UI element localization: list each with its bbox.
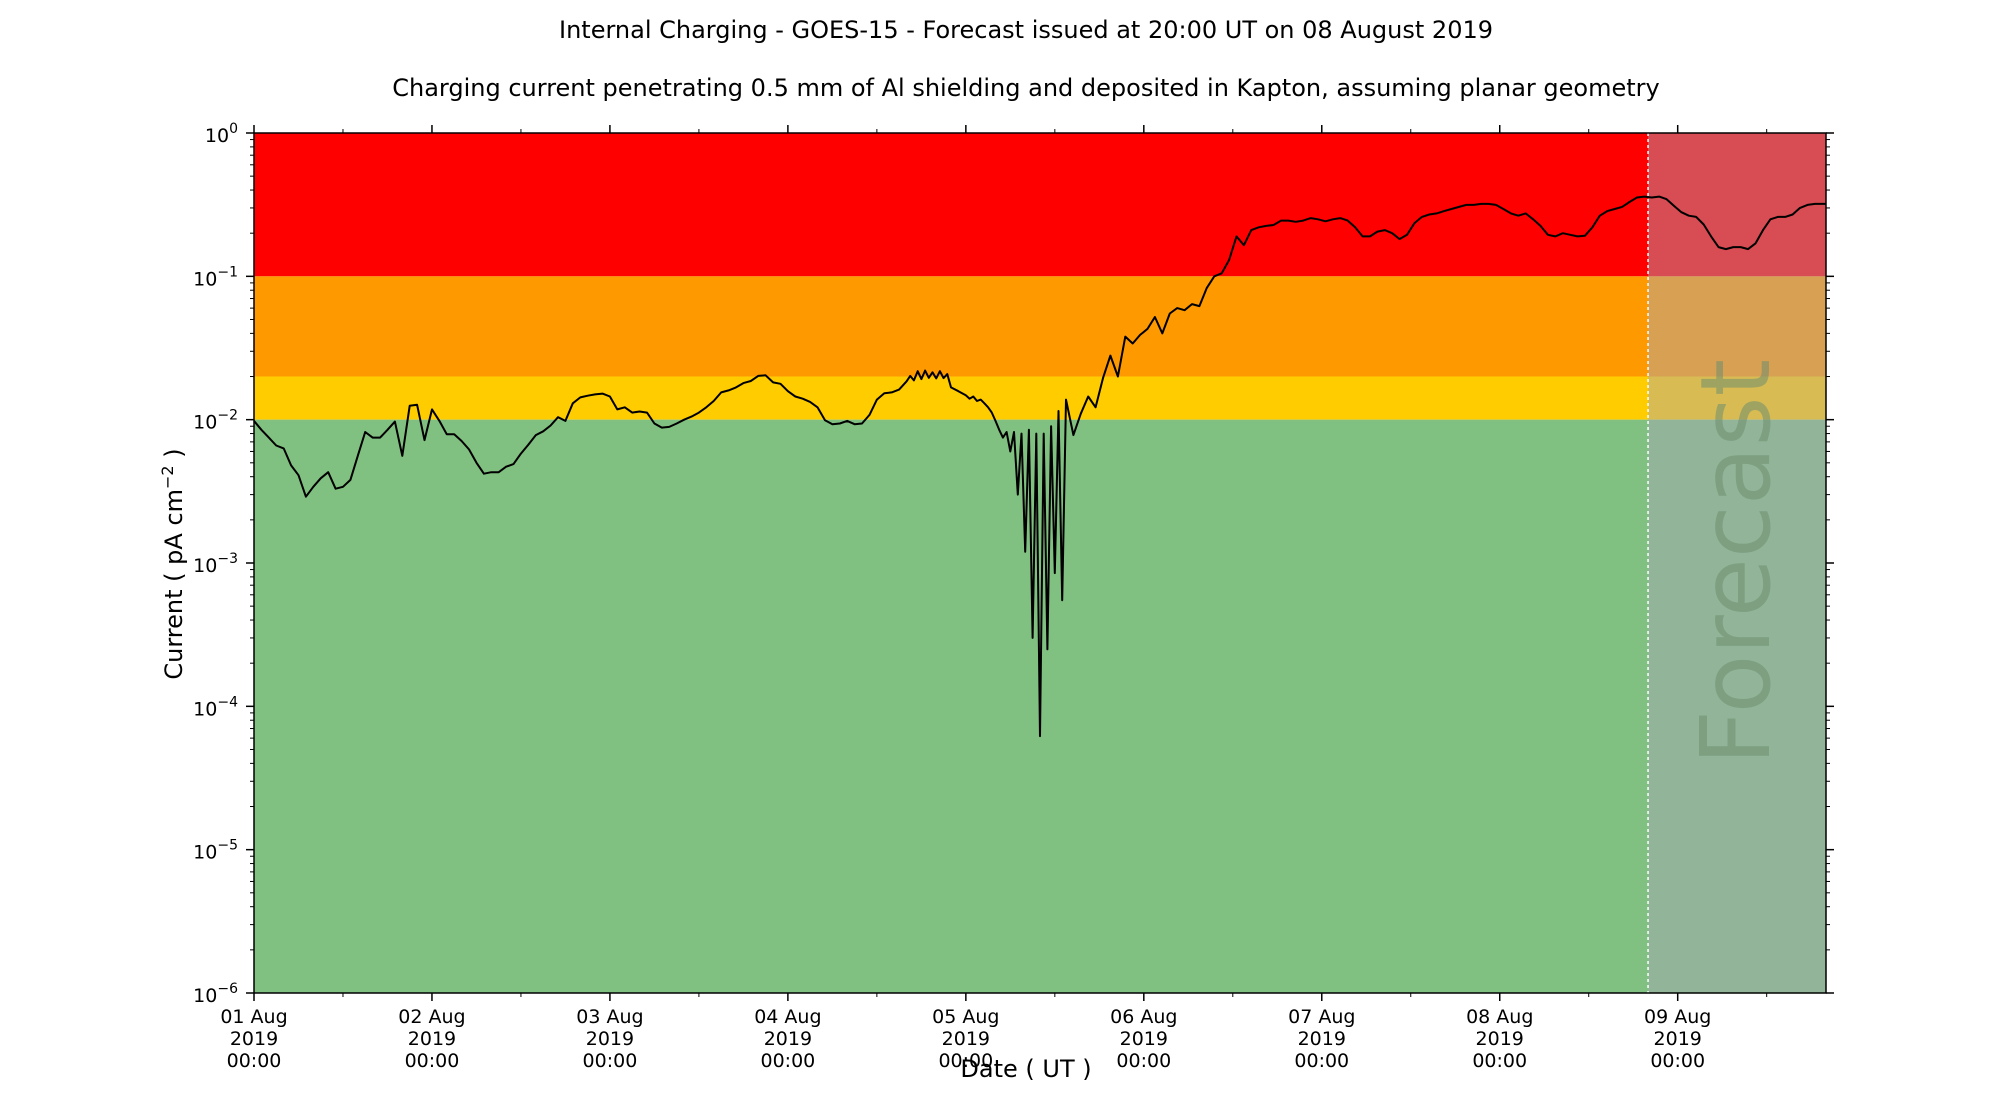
x-tick-label: 00:00 xyxy=(938,1050,993,1072)
x-tick-label: 00:00 xyxy=(227,1050,282,1072)
x-tick-label: 08 Aug xyxy=(1466,1006,1533,1028)
series-line xyxy=(253,195,1826,738)
y-tick-label: 10−3 xyxy=(193,551,238,577)
x-tick-label: 05 Aug xyxy=(932,1006,999,1028)
x-tick-label: 2019 xyxy=(408,1028,456,1050)
x-tick-label: 2019 xyxy=(1654,1028,1702,1050)
x-tick-label: 04 Aug xyxy=(754,1006,821,1028)
x-tick-label: 2019 xyxy=(764,1028,812,1050)
x-tick-label: 2019 xyxy=(942,1028,990,1050)
risk-level-bands xyxy=(254,133,1826,994)
chart-subtitle: Charging current penetrating 0.5 mm of A… xyxy=(392,74,1660,102)
forecast-label: Forecast xyxy=(1680,359,1792,765)
x-tick-label: 09 Aug xyxy=(1644,1006,1711,1028)
y-axis: 100 10−1 10−2 10−3 10−4 10−5 10−6 xyxy=(193,121,1834,1007)
x-tick-label: 00:00 xyxy=(405,1050,460,1072)
y-tick-label: 10−5 xyxy=(193,838,238,864)
x-tick-label: 06 Aug xyxy=(1110,1006,1177,1028)
x-tick-label: 00:00 xyxy=(583,1050,638,1072)
y-tick-label: 100 xyxy=(205,121,238,147)
x-tick-label: 00:00 xyxy=(1294,1050,1349,1072)
x-tick-label: 2019 xyxy=(1476,1028,1524,1050)
x-tick-label: 00:00 xyxy=(1116,1050,1171,1072)
forecast-region: Forecast xyxy=(1647,133,1826,993)
x-tick-label: 00:00 xyxy=(1650,1050,1705,1072)
risk-band-1 xyxy=(254,276,1826,377)
y-tick-label: 10−6 xyxy=(193,981,238,1007)
x-tick-label: 02 Aug xyxy=(398,1006,465,1028)
forecast-shade xyxy=(1648,133,1826,993)
chart-title: Internal Charging - GOES-15 - Forecast i… xyxy=(559,16,1493,44)
risk-band-0 xyxy=(254,133,1826,277)
x-axis-label: Date ( UT ) xyxy=(960,1055,1091,1083)
x-tick-label: 01 Aug xyxy=(220,1006,287,1028)
x-tick-label: 2019 xyxy=(1120,1028,1168,1050)
x-tick-label: 2019 xyxy=(230,1028,278,1050)
x-tick-label: 00:00 xyxy=(761,1050,816,1072)
y-axis-label: Current ( pA cm−2 ) xyxy=(158,448,188,679)
y-tick-label: 10−1 xyxy=(193,264,238,290)
y-tick-label: 10−2 xyxy=(193,408,238,434)
x-tick-label: 2019 xyxy=(1298,1028,1346,1050)
y-tick-label: 10−4 xyxy=(193,694,238,720)
x-tick-label: 2019 xyxy=(586,1028,634,1050)
x-tick-label: 03 Aug xyxy=(576,1006,643,1028)
x-tick-label: 07 Aug xyxy=(1288,1006,1355,1028)
x-tick-label: 00:00 xyxy=(1472,1050,1527,1072)
risk-band-2 xyxy=(254,376,1826,420)
